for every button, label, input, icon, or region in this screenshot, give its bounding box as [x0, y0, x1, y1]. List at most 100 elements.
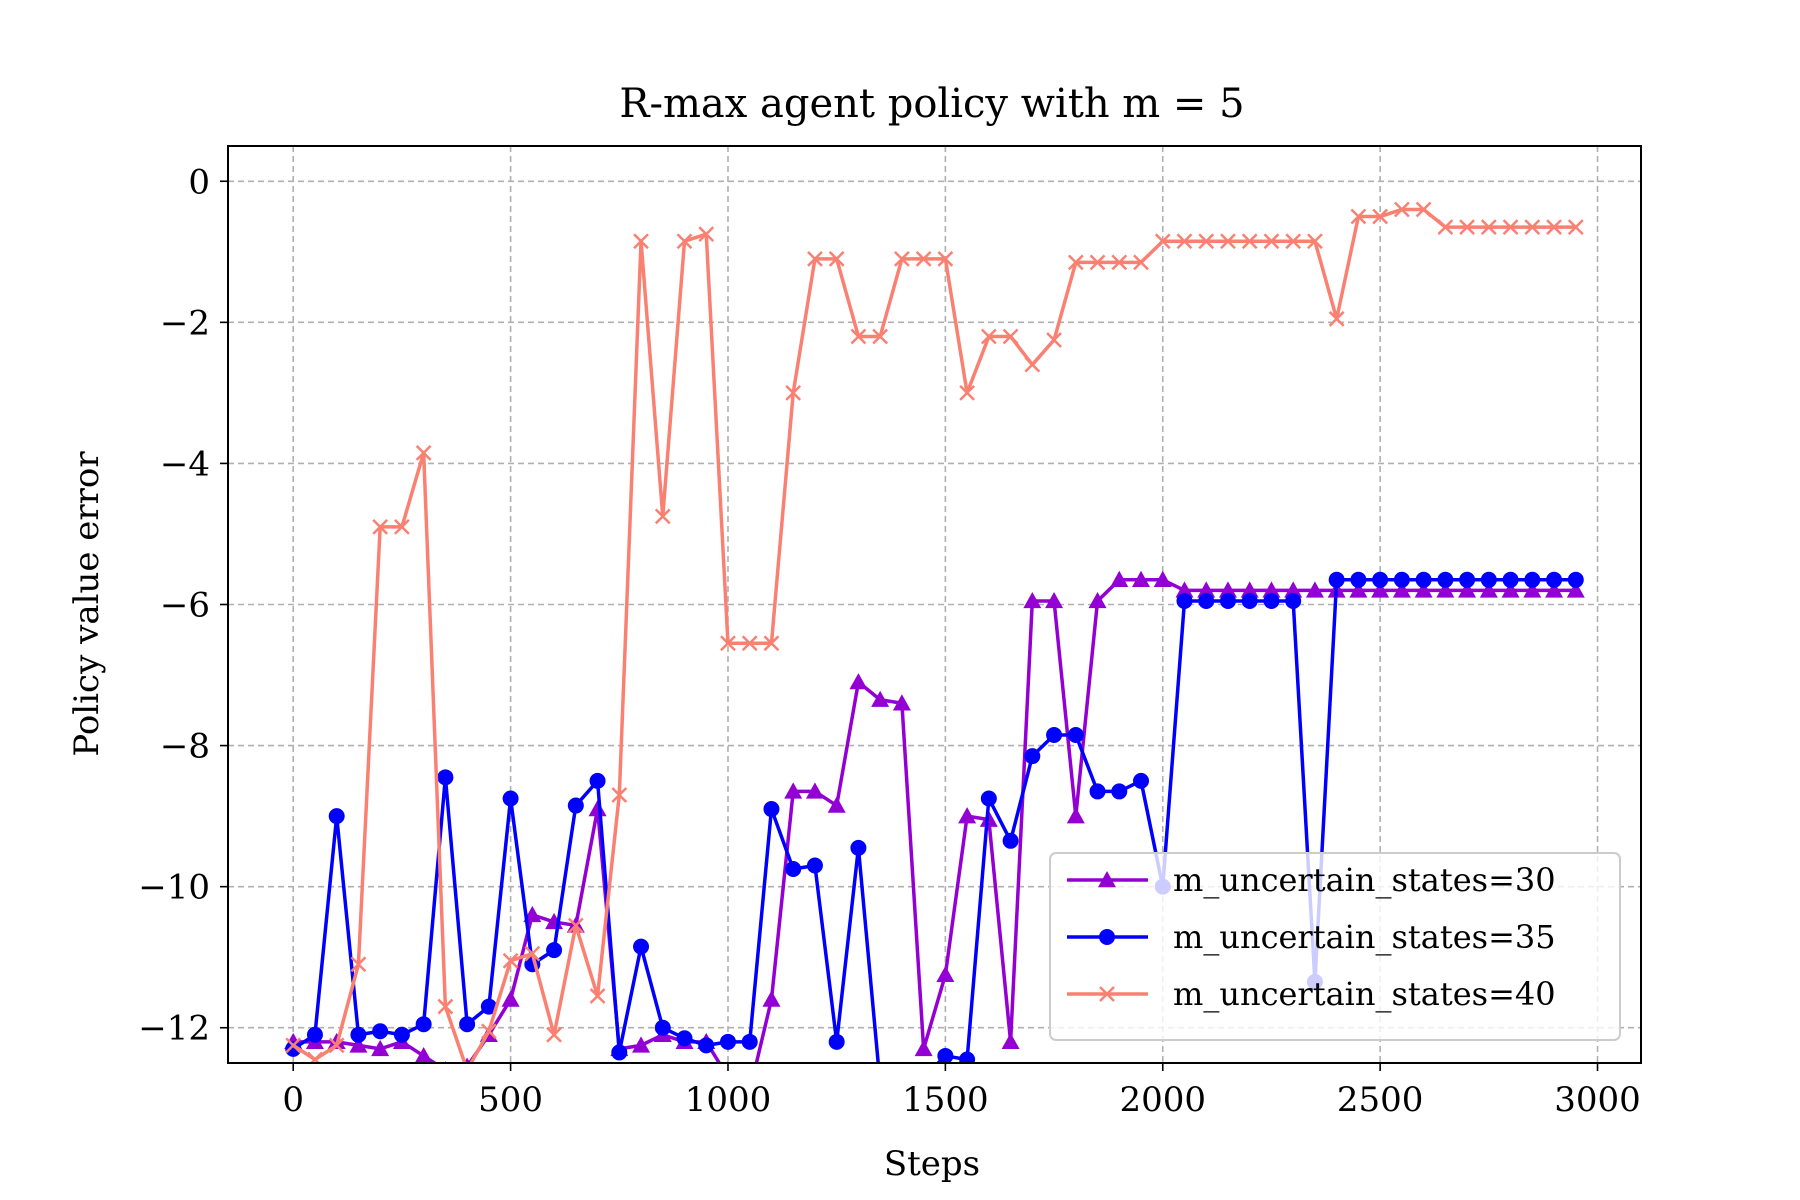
data-point	[524, 945, 541, 962]
data-point	[328, 808, 345, 825]
series-2	[285, 571, 1584, 1063]
data-point	[1175, 581, 1194, 598]
data-point	[1262, 581, 1281, 598]
data-point	[828, 1033, 845, 1050]
data-point	[414, 1046, 433, 1063]
data-point	[1001, 1032, 1020, 1050]
data-point	[1218, 581, 1237, 598]
data-point	[1501, 581, 1520, 598]
data-point	[1437, 219, 1454, 236]
data-point	[1414, 581, 1433, 598]
data-point	[372, 519, 389, 535]
data-point	[349, 1036, 368, 1053]
legend-label: m_uncertain_states=35	[1173, 918, 1556, 956]
y-tick-label: 0	[188, 162, 210, 202]
data-point	[741, 1033, 758, 1050]
data-point	[807, 250, 823, 267]
data-point	[611, 1044, 628, 1061]
x-tick-label: 2000	[1119, 1080, 1206, 1120]
data-point	[1132, 570, 1151, 588]
legend-label: m_uncertain_states=40	[1173, 975, 1556, 1013]
data-point	[546, 942, 563, 959]
series-layer	[284, 201, 1585, 1063]
data-point	[437, 998, 454, 1015]
data-point	[1436, 581, 1455, 598]
data-point	[502, 790, 519, 807]
data-point	[1328, 571, 1345, 588]
data-point	[1024, 748, 1041, 765]
data-point	[1545, 581, 1564, 598]
data-point	[1197, 581, 1216, 598]
legend-entry: m_uncertain_states=40	[1067, 975, 1556, 1013]
x-tick-label: 1000	[685, 1080, 772, 1120]
data-point	[1067, 254, 1084, 271]
data-point	[1067, 726, 1084, 743]
ticks: 0 500 1000 1500 2000 2500 3000 0 −2 −4 −6 −8 −10 −12	[138, 162, 1641, 1120]
data-point	[394, 519, 410, 535]
data-point	[937, 1047, 954, 1063]
data-point	[1305, 581, 1324, 598]
data-point	[1153, 570, 1172, 588]
data-point	[1285, 592, 1302, 609]
data-point	[1502, 219, 1519, 236]
data-point	[502, 952, 519, 969]
data-point	[958, 807, 977, 824]
y-axis-label: Policy value error	[67, 451, 107, 757]
y-tick-label: −8	[160, 727, 210, 767]
data-point	[1002, 832, 1019, 849]
data-point	[654, 508, 671, 525]
data-point	[350, 1026, 367, 1043]
data-point	[698, 1037, 715, 1054]
data-point	[1046, 726, 1063, 743]
data-point	[1176, 592, 1193, 609]
data-point	[1546, 571, 1563, 588]
data-point	[763, 635, 780, 652]
data-point	[980, 790, 997, 807]
data-point	[1480, 219, 1497, 236]
chart-title: R-max agent policy with m = 5	[619, 81, 1244, 127]
data-point	[1415, 201, 1432, 218]
data-point	[1002, 328, 1019, 345]
data-point	[1219, 592, 1236, 609]
data-point	[611, 787, 628, 803]
data-point	[806, 857, 823, 874]
data-point	[1502, 571, 1519, 588]
y-tick-label: −10	[138, 868, 210, 908]
data-point	[1392, 581, 1411, 598]
data-point	[1263, 592, 1280, 609]
data-point	[892, 694, 911, 711]
data-point	[1263, 233, 1280, 250]
data-point	[285, 1040, 302, 1057]
data-point	[1328, 310, 1345, 327]
data-point	[654, 1019, 671, 1036]
data-point	[1458, 581, 1477, 598]
data-point	[1285, 233, 1302, 250]
data-point	[1546, 219, 1562, 236]
data-point	[1240, 581, 1259, 598]
data-point	[1524, 219, 1541, 236]
x-tick-label: 0	[282, 1080, 304, 1120]
data-point	[633, 938, 650, 955]
data-point	[1133, 254, 1149, 271]
data-point	[1198, 592, 1215, 609]
y-tick-label: −12	[138, 1009, 210, 1049]
legend-entry: m_uncertain_states=30	[1067, 861, 1556, 899]
data-point	[871, 690, 890, 707]
data-point	[1024, 356, 1041, 373]
data-point	[1088, 591, 1107, 609]
x-tick-label: 1500	[902, 1080, 989, 1120]
data-point	[1459, 219, 1475, 236]
data-point	[1349, 581, 1368, 598]
data-point	[785, 861, 802, 878]
data-point	[1089, 254, 1106, 271]
legend-entry: m_uncertain_states=35	[1067, 918, 1556, 956]
y-tick-label: −4	[160, 444, 210, 484]
data-point	[849, 673, 868, 690]
legend-marker	[1099, 929, 1115, 945]
data-point	[1393, 571, 1410, 588]
data-point	[698, 226, 715, 243]
legend-box	[1049, 852, 1621, 1041]
data-point	[459, 1016, 476, 1033]
data-point	[827, 796, 846, 813]
data-point	[1567, 571, 1584, 588]
